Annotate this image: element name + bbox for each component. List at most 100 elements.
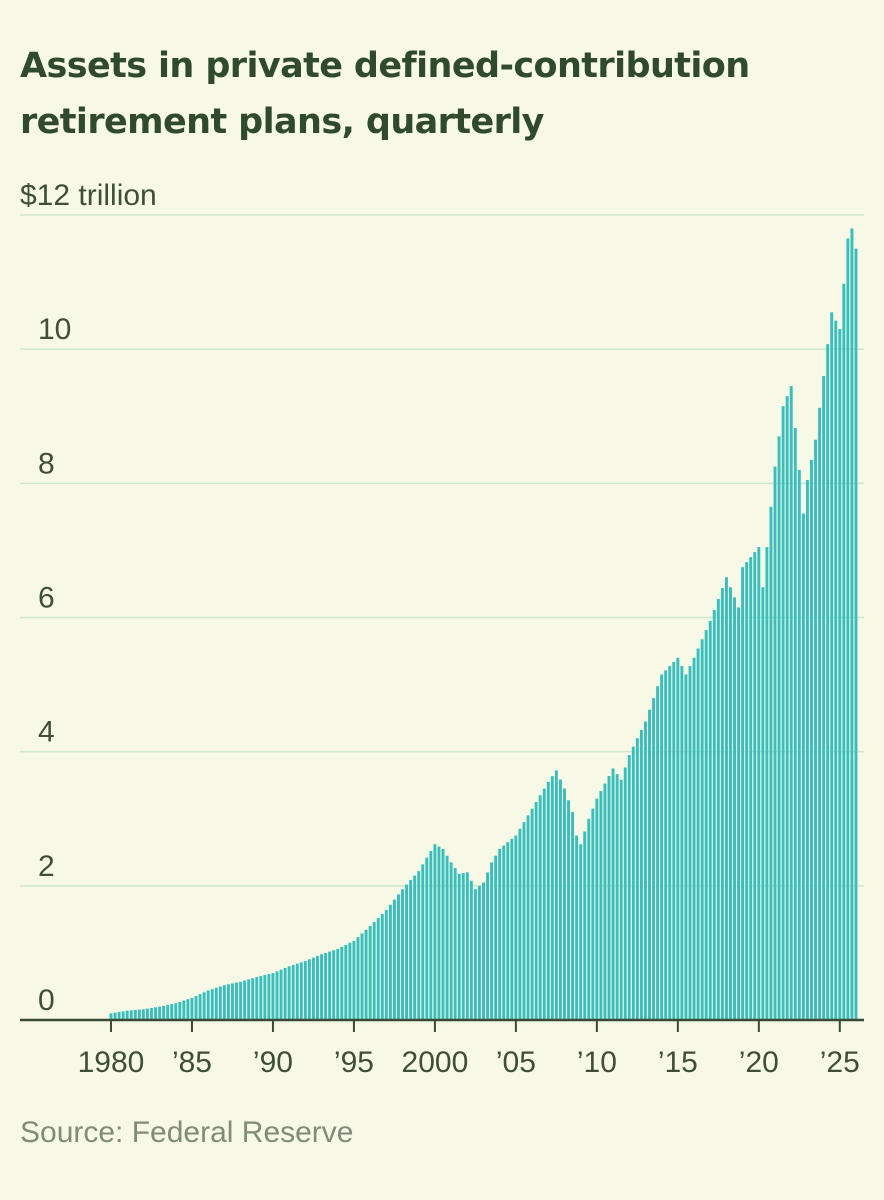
bar [498, 848, 502, 1020]
bar [429, 850, 433, 1020]
bar [340, 946, 344, 1020]
x-tick-label: 1980 [78, 1046, 145, 1079]
bar [526, 815, 530, 1020]
bar [704, 630, 708, 1020]
bar [567, 800, 570, 1020]
bar [639, 729, 643, 1020]
bar [749, 557, 753, 1021]
bar [546, 781, 550, 1020]
bar [769, 506, 773, 1020]
bar [316, 955, 319, 1020]
bar [482, 882, 485, 1020]
bar [473, 889, 477, 1020]
x-tick-label: 2000 [402, 1046, 469, 1079]
bar [814, 439, 817, 1021]
bar [303, 960, 307, 1020]
bar [494, 855, 498, 1020]
bar [534, 801, 538, 1020]
bar [409, 880, 413, 1020]
bar [421, 864, 425, 1020]
y-tick-label: 0 [38, 984, 55, 1017]
bar [506, 842, 510, 1020]
bar [822, 376, 826, 1020]
x-tick-label: ’15 [658, 1046, 698, 1079]
bar [453, 868, 457, 1020]
bar [247, 979, 251, 1020]
bar [587, 818, 591, 1020]
bar [607, 775, 611, 1020]
bar [522, 822, 526, 1020]
bar [538, 795, 542, 1020]
bar [392, 899, 396, 1020]
bar [692, 657, 696, 1020]
bar [599, 791, 603, 1020]
bar [733, 597, 736, 1021]
bar [401, 889, 404, 1020]
bar [542, 788, 546, 1020]
bar [457, 873, 461, 1020]
x-tick-label: ’20 [739, 1046, 779, 1079]
bar [579, 844, 583, 1020]
bar [170, 1004, 174, 1020]
bar [591, 808, 595, 1020]
bar [765, 547, 769, 1020]
bar [145, 1008, 149, 1020]
bar [753, 552, 757, 1020]
bar [603, 783, 607, 1020]
bar [720, 588, 724, 1020]
x-tick-label: ’95 [334, 1046, 374, 1079]
bar [583, 831, 587, 1020]
bar [563, 788, 566, 1020]
bar [255, 977, 259, 1020]
bar [761, 587, 765, 1020]
bar [615, 774, 619, 1020]
bar [745, 562, 749, 1020]
bar [121, 1011, 125, 1020]
chart-title: Assets in private defined-contribution r… [20, 46, 750, 142]
y-tick-label: 8 [38, 447, 55, 480]
bar [291, 964, 295, 1020]
bar [668, 666, 672, 1020]
bar [558, 779, 562, 1020]
bar [777, 436, 781, 1021]
x-tick-label: ’05 [496, 1046, 536, 1079]
bar [834, 320, 838, 1020]
bar [109, 1013, 113, 1020]
bar [210, 989, 214, 1020]
bar [652, 698, 656, 1020]
y-tick-label: 6 [38, 582, 55, 615]
bar [226, 984, 230, 1020]
bar [336, 948, 340, 1020]
bar [376, 918, 380, 1020]
bar [773, 466, 777, 1020]
bar [279, 969, 283, 1020]
bar [571, 812, 575, 1020]
bar [818, 407, 822, 1020]
bar [461, 873, 465, 1020]
bar [186, 999, 190, 1020]
bar [356, 937, 360, 1020]
bar [554, 770, 558, 1020]
bar [133, 1009, 137, 1020]
bar [214, 987, 218, 1020]
x-tick-label: ’10 [577, 1046, 617, 1079]
source-note: Source: Federal Reserve [20, 1116, 354, 1149]
bar [166, 1004, 170, 1020]
bar [251, 978, 255, 1020]
bar [125, 1010, 129, 1020]
bar [311, 957, 315, 1020]
bar [283, 968, 287, 1020]
y-tick-label: 2 [38, 850, 55, 883]
bar [469, 880, 473, 1020]
bar [206, 990, 210, 1020]
bar [805, 479, 809, 1021]
bar [465, 872, 469, 1020]
bar [838, 329, 842, 1020]
bar [518, 828, 522, 1020]
bar [405, 884, 409, 1020]
bar [826, 344, 830, 1020]
bar [688, 666, 692, 1020]
bar [332, 950, 336, 1020]
bar [388, 904, 392, 1020]
